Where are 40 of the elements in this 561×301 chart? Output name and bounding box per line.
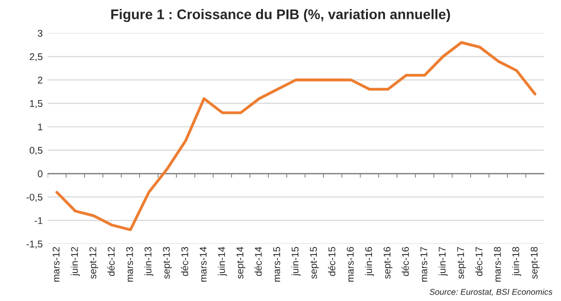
x-tick-label: mars-14 [200,246,207,282]
x-tick-label: sept-14 [236,246,246,279]
x-tick-label: juin-12 [70,247,80,276]
x-tick-label: juin-16 [364,247,374,276]
x-tick-label: déc-14 [254,246,262,276]
chart-title: Figure 1 : Croissance du PIB (%, variation annuelle) [111,9,450,22]
x-tick-label: juin-15 [291,246,300,276]
x-tick-label: juin-18 [512,247,522,276]
x-tick-label: sept-15 [310,246,319,279]
x-tick-label: mars-12 [52,247,60,282]
x-tick-label: sept-17 [457,247,466,279]
line-series [55,41,536,232]
y-tick-label: 0 [38,170,42,178]
x-tick-label: mars-13 [126,247,134,282]
x-tick-label: juin-17 [438,247,448,276]
y-tick-label: 2 [38,76,42,84]
x-tick-label: sept-13 [162,247,172,279]
x-tick-label: juin-14 [218,246,227,276]
y-tick-label: 2,5 [30,53,42,62]
x-tick-label: déc-15 [328,246,336,276]
x-tick-label: déc-12 [107,247,115,276]
x-tick-label: mars-16 [346,247,354,282]
x-tick-label: déc-13 [180,247,188,276]
x-tick-label: sept-12 [89,247,98,279]
y-tick-label: 0,5 [30,146,42,155]
x-tick-label: déc-16 [402,247,409,276]
x-tick-label: sept-18 [530,247,540,279]
y-tick-label: -0,5 [26,194,42,202]
y-tick-label: 1,5 [30,100,42,108]
x-tick-label: juin-13 [144,247,154,276]
x-tick-label: mars-15 [273,246,280,282]
x-tick-label: mars-17 [420,247,428,282]
x-tick-label: sept-16 [384,247,392,279]
x-tick-label: déc-17 [475,247,482,276]
x-tick-label: mars-18 [494,247,501,282]
y-tick-label: -1,5 [26,240,42,249]
y-tick-label: 3 [38,30,42,37]
y-tick-label: 1 [38,124,42,130]
source-note: Source: Eurostat, BSI Economics [430,288,552,296]
y-tick-label: -1 [34,217,42,224]
